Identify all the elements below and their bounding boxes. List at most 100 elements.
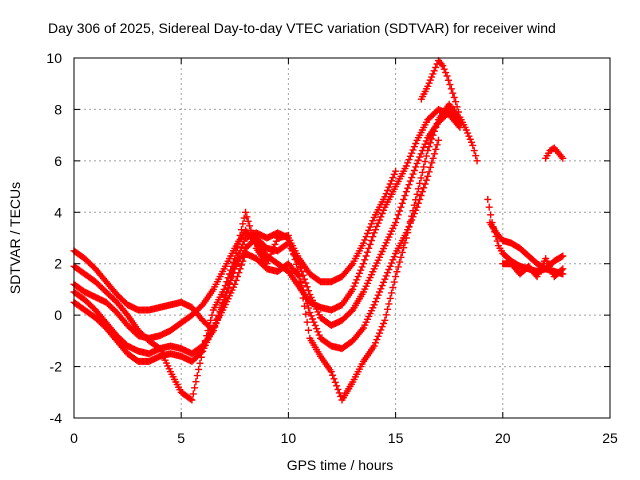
data-point [303,318,311,326]
data-point [384,305,392,313]
data-point [389,284,397,291]
data-point [410,143,418,151]
data-point [327,368,335,376]
data-point [385,266,393,273]
data-point [372,298,379,306]
data-point [315,331,323,339]
data-point [420,184,428,192]
data-point [420,163,428,171]
data-point [377,326,385,334]
data-point [329,371,337,379]
data-point [425,79,433,87]
data-point [381,275,389,283]
data-point [267,250,275,258]
data-point [359,260,367,268]
data-point [239,220,247,228]
data-point [413,190,421,198]
data-point [349,285,357,293]
data-point [439,62,447,70]
data-point [433,141,441,149]
data-point [385,183,393,191]
data-point [405,156,413,164]
data-point [410,201,418,209]
data-point [236,231,244,239]
data-point [417,150,425,158]
data-point [223,278,231,286]
data-point [558,266,566,274]
data-point [359,239,367,247]
data-point [446,81,454,89]
data-point [467,138,475,146]
data-point [373,294,381,302]
data-point [224,274,232,282]
data-point [362,233,370,241]
data-point [227,266,235,274]
data-point [306,309,314,317]
data-point [426,163,434,171]
data-point [353,276,361,284]
data-point [422,176,430,184]
data-point [330,375,338,383]
data-point [294,265,302,273]
data-point [397,253,405,261]
data-point [381,316,389,324]
x-tick-label: 5 [177,430,185,446]
data-point [398,248,406,256]
data-point [366,223,374,231]
data-point [388,177,396,185]
y-tick-label: -4 [50,410,63,426]
data-point [405,223,413,231]
data-point [422,152,430,160]
data-point [414,185,422,193]
data-point [367,220,375,228]
y-tick-labels: -4 -2 0 2 4 6 8 10 [46,50,62,426]
data-point [204,327,212,335]
data-point [362,252,370,260]
ticks [73,57,611,419]
data-point [418,168,426,176]
data-point [376,216,384,224]
data-point [251,240,259,248]
data-point [247,226,255,234]
data-point [434,136,442,144]
data-point [197,353,205,361]
data-point [382,311,390,319]
data-point [429,131,437,139]
data-point [235,269,243,277]
data-point [400,244,408,252]
data-point [447,85,455,93]
data-point [465,132,473,140]
data-point [192,378,200,386]
data-point [334,385,342,393]
data-point [291,256,299,264]
data-point [373,336,381,344]
data-point [409,170,417,178]
y-tick-label: 4 [54,204,62,220]
data-point [409,207,417,215]
y-tick-label: 0 [54,307,62,323]
data-point [370,301,378,309]
data-point [292,260,300,268]
data-point [358,263,366,271]
data-point [238,226,245,234]
series-track-5 [70,100,464,404]
data-point [376,329,384,337]
data-point [453,103,461,111]
data-point [335,389,343,397]
data-point [428,135,436,143]
data-point [232,276,240,284]
data-point [200,342,208,350]
data-point [389,256,397,264]
data-point [199,347,207,355]
data-point [189,390,197,398]
data-point [414,199,422,207]
data-point [485,203,493,211]
data-point [370,342,378,350]
data-point [392,273,400,281]
data-point [424,82,432,90]
data-point [191,384,199,392]
data-point [238,261,245,269]
data-point [408,212,416,220]
data-point [272,237,280,245]
data-point [366,240,374,248]
